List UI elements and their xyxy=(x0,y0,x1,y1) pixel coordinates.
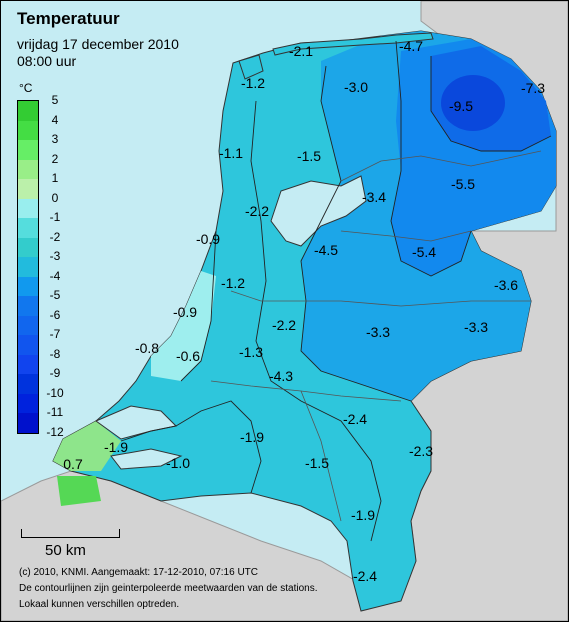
legend-tick-label: 0 xyxy=(51,190,59,205)
scale-label: 50 km xyxy=(45,542,86,559)
legend-tick-label: 3 xyxy=(51,132,59,147)
station-temperature-value: -4.5 xyxy=(314,242,338,258)
legend-swatch xyxy=(18,296,38,317)
footer-note: De contourlijnen zijn geinterpoleerde me… xyxy=(19,583,318,594)
legend-swatch xyxy=(18,140,38,161)
legend-swatch xyxy=(18,179,38,200)
station-temperature-value: -4.7 xyxy=(399,38,423,54)
legend-tick-label: -1 xyxy=(49,210,61,225)
legend-unit: °C xyxy=(19,81,33,95)
legend-tick-label: 1 xyxy=(51,171,59,186)
legend-tick-label: -11 xyxy=(46,405,64,420)
legend-tick-label: -7 xyxy=(49,327,61,342)
station-temperature-value: -0.9 xyxy=(173,304,197,320)
station-temperature-value: -3.0 xyxy=(344,79,368,95)
legend-swatch xyxy=(18,315,38,336)
legend-swatch xyxy=(18,101,38,122)
map-time: 08:00 uur xyxy=(17,53,77,69)
temp-zone-plus1 xyxy=(57,476,101,506)
legend-swatch xyxy=(18,276,38,297)
legend-tick-label: -9 xyxy=(49,366,61,381)
temp-zone-minus1 xyxy=(151,271,216,381)
station-temperature-value: -9.5 xyxy=(449,98,473,114)
legend-tick-label: -3 xyxy=(49,249,61,264)
station-temperature-value: 0.7 xyxy=(63,456,83,472)
station-temperature-value: -1.9 xyxy=(351,507,375,523)
station-temperature-value: -3.3 xyxy=(366,324,390,340)
contour-lines xyxy=(120,40,552,542)
station-temperature-value: -1.3 xyxy=(239,344,263,360)
station-temperature-value: -3.4 xyxy=(362,189,386,205)
station-temperature-value: -1.5 xyxy=(297,148,321,164)
station-temperature-value: -1.9 xyxy=(104,439,128,455)
station-temperature-value: -2.1 xyxy=(289,43,313,59)
temp-zone-zero-sw xyxy=(53,421,121,471)
station-temperature-value: -0.9 xyxy=(196,231,220,247)
province-borders xyxy=(210,150,542,522)
station-temperature-value: -3.6 xyxy=(494,277,518,293)
legend-colorbar xyxy=(17,100,39,434)
legend-tick-label: -4 xyxy=(49,268,61,283)
wadden-island-texel xyxy=(238,54,264,80)
legend-tick-label: -2 xyxy=(49,229,61,244)
wadden-islands xyxy=(272,32,434,56)
legend-swatch xyxy=(18,393,38,414)
ijsselmeer xyxy=(270,175,367,247)
station-temperature-value: -0.6 xyxy=(176,348,200,364)
station-temperature-value: -5.5 xyxy=(451,176,475,192)
station-temperature-value: -2.4 xyxy=(353,568,377,584)
legend-swatch xyxy=(18,237,38,258)
station-temperature-value: -1.2 xyxy=(221,275,245,291)
legend-swatch xyxy=(18,354,38,375)
footer-disclaimer: Lokaal kunnen verschillen optreden. xyxy=(19,599,180,610)
station-temperature-value: -1.2 xyxy=(241,75,265,91)
station-temperature-value: -2.2 xyxy=(245,203,269,219)
station-temperature-value: -1.1 xyxy=(219,145,243,161)
legend-swatch xyxy=(18,120,38,141)
legend-swatch xyxy=(18,257,38,278)
legend-swatch xyxy=(18,198,38,219)
legend-tick-label: -5 xyxy=(49,288,61,303)
legend-tick-label: 5 xyxy=(51,93,59,107)
temp-zone-minus9 xyxy=(441,75,505,131)
station-temperature-value: -0.8 xyxy=(135,340,159,356)
station-temperature-value: -2.2 xyxy=(272,317,296,333)
station-values: -2.1 -4.7 -1.2 -3.0 -9.5 -7.3 -1.1 -1.5 -5.5 -3.4… xyxy=(63,38,545,584)
station-temperature-value: -4.3 xyxy=(269,368,293,384)
legend-tick-label: 4 xyxy=(51,112,59,127)
legend-tick-label: 2 xyxy=(51,151,59,166)
legend-tick-label: -10 xyxy=(46,385,64,400)
legend-swatch xyxy=(18,159,38,180)
map-date: vrijdag 17 december 2010 xyxy=(17,36,179,52)
station-temperature-value: -1.9 xyxy=(240,429,264,445)
legend-swatch xyxy=(18,374,38,395)
legend-swatch xyxy=(18,413,38,434)
scale-bar xyxy=(21,529,120,538)
legend-tick-label: -8 xyxy=(49,346,61,361)
station-temperature-value: -1.0 xyxy=(166,455,190,471)
legend-swatch xyxy=(18,335,38,356)
legend-tick-label: -6 xyxy=(49,307,61,322)
station-temperature-value: -3.3 xyxy=(464,319,488,335)
station-temperature-value: -5.4 xyxy=(412,244,436,260)
station-temperature-value: -2.3 xyxy=(409,443,433,459)
legend-tick-label: -12 xyxy=(46,425,64,439)
legend-swatch xyxy=(18,218,38,239)
station-temperature-value: -1.5 xyxy=(305,455,329,471)
station-temperature-value: -2.4 xyxy=(343,411,367,427)
footer-copyright: (c) 2010, KNMI. Aangemaakt: 17-12-2010, … xyxy=(19,567,259,578)
station-temperature-value: -7.3 xyxy=(521,80,545,96)
map-title: Temperatuur xyxy=(17,9,120,28)
